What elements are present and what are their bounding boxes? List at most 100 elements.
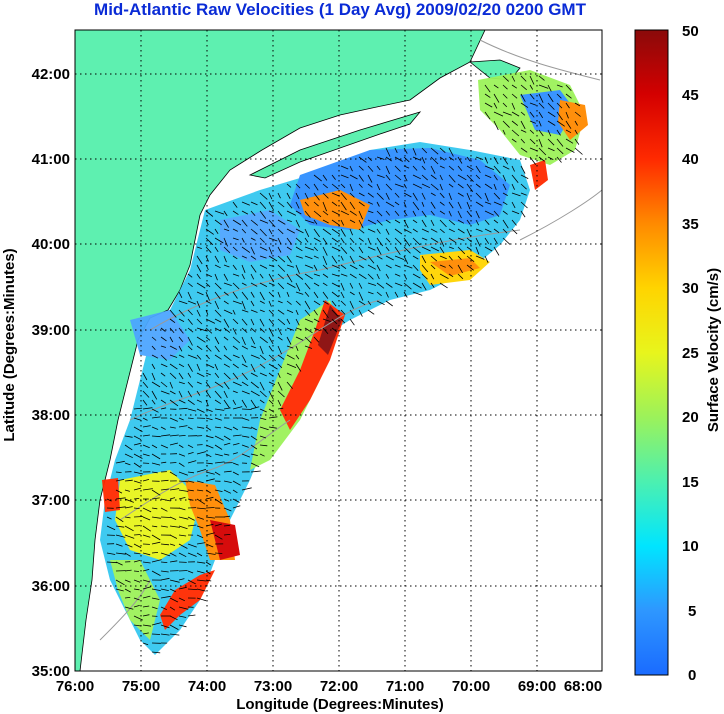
velocity-arrow xyxy=(169,488,180,491)
velocity-arrow xyxy=(142,632,149,635)
velocity-arrow xyxy=(223,210,228,217)
velocity-arrow xyxy=(286,264,295,268)
velocity-arrow xyxy=(574,138,580,145)
velocity-arrow xyxy=(277,363,283,369)
velocity-arrow xyxy=(250,381,259,389)
velocity-arrow xyxy=(403,210,408,217)
velocity-arrow xyxy=(556,102,563,109)
velocity-arrow xyxy=(205,462,213,465)
velocity-arrow xyxy=(196,525,204,529)
colorbar xyxy=(634,29,669,676)
velocity-arrow xyxy=(358,291,364,301)
y-tick-label: 35:00 xyxy=(32,663,70,680)
velocity-arrow xyxy=(376,264,381,272)
colorbar-tick-label: 45 xyxy=(682,87,699,104)
velocity-arrow xyxy=(439,219,447,228)
velocity-arrow xyxy=(394,237,402,245)
velocity-arrow xyxy=(124,462,131,466)
velocity-arrow xyxy=(160,426,166,430)
velocity-arrow xyxy=(394,228,403,235)
velocity-arrow xyxy=(178,497,186,500)
x-tick-label: 73:00 xyxy=(254,678,292,695)
velocity-arrow xyxy=(214,426,222,429)
velocity-arrow xyxy=(457,246,466,255)
velocity-arrow xyxy=(502,93,508,99)
velocity-arrow xyxy=(538,93,544,103)
velocity-arrow xyxy=(475,246,480,255)
velocity-arrow xyxy=(277,273,284,280)
velocity-arrow xyxy=(457,174,467,181)
velocity-arrow xyxy=(115,588,124,592)
velocity-arrow xyxy=(142,417,148,421)
velocity-arrow xyxy=(358,237,364,242)
velocity-arrow xyxy=(151,622,162,626)
velocity-arrow xyxy=(214,309,222,317)
velocity-arrow xyxy=(277,300,283,304)
velocity-arrow xyxy=(448,183,454,188)
velocity-arrow xyxy=(538,84,549,89)
velocity-arrow xyxy=(196,246,202,249)
velocity-arrow xyxy=(196,390,201,396)
velocity-arrow xyxy=(178,425,188,428)
velocity-arrow xyxy=(187,452,194,455)
velocity-arrow xyxy=(331,327,337,333)
velocity-arrow xyxy=(385,219,391,224)
velocity-arrow xyxy=(340,246,348,254)
velocity-arrow xyxy=(160,570,169,573)
velocity-arrow xyxy=(466,228,472,238)
velocity-arrow xyxy=(493,165,501,174)
velocity-arrow xyxy=(448,174,456,183)
velocity-arrow xyxy=(259,327,265,333)
velocity-arrow xyxy=(142,534,151,538)
velocity-arrow xyxy=(277,399,282,406)
velocity-arrow xyxy=(304,327,313,334)
velocity-arrow xyxy=(439,183,443,191)
velocity-arrow xyxy=(439,165,445,169)
velocity-arrow xyxy=(376,291,382,297)
velocity-arrow xyxy=(115,561,123,566)
velocity-arrow xyxy=(385,183,393,191)
velocity-arrow xyxy=(502,192,508,196)
velocity-arrow xyxy=(331,201,338,207)
velocity-arrow xyxy=(214,318,222,323)
velocity-arrow xyxy=(304,273,313,280)
velocity-arrow xyxy=(547,147,555,152)
velocity-arrow xyxy=(511,219,517,226)
velocity-arrow xyxy=(439,210,446,215)
velocity-arrow xyxy=(430,273,435,280)
velocity-arrow xyxy=(502,111,512,116)
velocity-arrow xyxy=(475,228,483,232)
velocity-arrow xyxy=(511,75,516,82)
velocity-arrow xyxy=(412,156,422,161)
velocity-arrow xyxy=(466,255,475,263)
velocity-arrow xyxy=(232,462,239,466)
velocity-arrow xyxy=(232,354,240,359)
velocity-arrow xyxy=(475,237,481,247)
velocity-arrow xyxy=(484,156,489,164)
velocity-arrow xyxy=(475,219,480,226)
velocity-arrow xyxy=(232,399,237,405)
velocity-arrow xyxy=(511,201,516,209)
velocity-arrow xyxy=(295,210,302,215)
velocity-arrow xyxy=(538,147,547,156)
velocity-arrow xyxy=(403,201,407,208)
velocity-arrow xyxy=(322,318,331,322)
velocity-arrow xyxy=(421,165,426,171)
velocity-arrow xyxy=(142,516,151,521)
velocity-arrow xyxy=(214,336,220,345)
velocity-arrow xyxy=(403,147,408,154)
velocity-arrow xyxy=(232,390,238,394)
velocity-arrow xyxy=(178,507,186,511)
velocity-arrow xyxy=(160,507,168,512)
velocity-arrow xyxy=(493,111,504,117)
velocity-arrow xyxy=(313,237,321,242)
velocity-arrow xyxy=(169,543,176,546)
velocity-arrow xyxy=(448,147,454,157)
velocity-arrow xyxy=(349,210,357,216)
velocity-arrow xyxy=(286,309,294,313)
velocity-arrow xyxy=(394,273,401,277)
velocity-arrow xyxy=(196,291,204,296)
velocity-arrow xyxy=(556,111,563,121)
velocity-arrow xyxy=(223,309,233,315)
velocity-arrow xyxy=(331,264,341,269)
